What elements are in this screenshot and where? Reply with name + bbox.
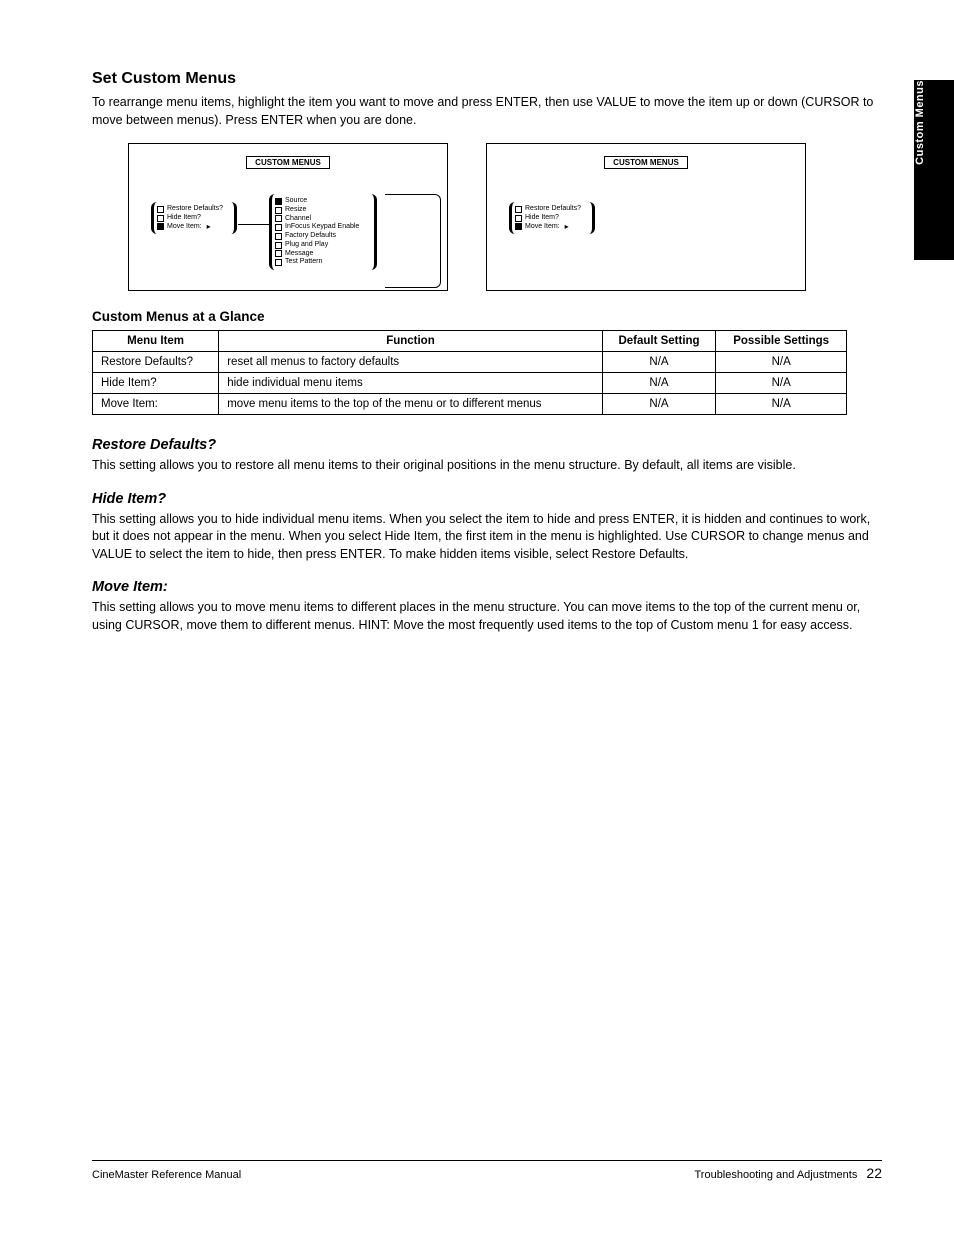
para2-body: This setting allows you to hide individu…	[92, 511, 882, 564]
table-header: Possible Settings	[716, 331, 847, 352]
menu1-title: CUSTOM MENUS	[246, 156, 330, 169]
panel-item-label: InFocus Keypad Enable	[285, 223, 359, 232]
panel-item: Move Item: ▸	[157, 223, 229, 232]
table-header: Function	[219, 331, 603, 352]
panel-item-label: Channel	[285, 215, 311, 224]
menu2-left-panel: Restore Defaults?Hide Item?Move Item: ▸	[509, 202, 595, 234]
checkbox-icon	[275, 259, 282, 266]
para2-title: Hide Item?	[92, 491, 882, 507]
checkbox-icon	[275, 215, 282, 222]
panel-item-label: Hide Item?	[525, 214, 559, 223]
menu-screens: CUSTOM MENUS Restore Defaults?Hide Item?…	[128, 143, 882, 291]
side-tab: Custom Menus	[914, 80, 954, 260]
panel-item-label: Source	[285, 197, 307, 206]
menu-screen-1: CUSTOM MENUS Restore Defaults?Hide Item?…	[128, 143, 448, 291]
checkbox-icon	[515, 206, 522, 213]
table-header-row: Menu ItemFunctionDefault SettingPossible…	[93, 331, 847, 352]
checkbox-icon	[157, 215, 164, 222]
page-number: 22	[866, 1165, 882, 1181]
panel-item: Plug and Play	[275, 241, 369, 250]
panel-item: Restore Defaults?	[157, 205, 229, 214]
menu2-title: CUSTOM MENUS	[604, 156, 688, 169]
intro-text: To rearrange menu items, highlight the i…	[92, 94, 882, 129]
panel-item-label: Restore Defaults?	[525, 205, 581, 214]
panel-item-label: Move Item:	[525, 223, 560, 232]
panel-item: Move Item: ▸	[515, 223, 587, 232]
table-row: Move Item:move menu items to the top of …	[93, 394, 847, 415]
footer-right-label: Troubleshooting and Adjustments	[694, 1169, 857, 1181]
table-row: Restore Defaults?reset all menus to fact…	[93, 352, 847, 373]
panel-item: Channel	[275, 215, 369, 224]
menu1-right-panel: SourceResizeChannelInFocus Keypad Enable…	[269, 194, 377, 270]
para3-body: This setting allows you to move menu ite…	[92, 599, 882, 634]
panel-item: InFocus Keypad Enable	[275, 223, 369, 232]
para3-title: Move Item:	[92, 579, 882, 595]
menu-screen-2: CUSTOM MENUS Restore Defaults?Hide Item?…	[486, 143, 806, 291]
panel-item: Message	[275, 250, 369, 259]
panel-item-label: Move Item:	[167, 223, 202, 232]
at-a-glance-heading: Custom Menus at a Glance	[92, 309, 882, 324]
panel-item-label: Restore Defaults?	[167, 205, 223, 214]
panel-item: Factory Defaults	[275, 232, 369, 241]
section-heading: Set Custom Menus	[92, 70, 882, 88]
arrow-icon: ▸	[565, 223, 569, 231]
checkbox-icon	[157, 223, 164, 230]
table-cell: move menu items to the top of the menu o…	[219, 394, 603, 415]
checkbox-icon	[275, 233, 282, 240]
checkbox-icon	[275, 198, 282, 205]
para1-title: Restore Defaults?	[92, 437, 882, 453]
panel-item: Test Pattern	[275, 258, 369, 267]
table-header: Default Setting	[602, 331, 716, 352]
footer-rule	[92, 1160, 882, 1161]
table-row: Hide Item?hide individual menu itemsN/AN…	[93, 373, 847, 394]
panel-item: Hide Item?	[157, 214, 229, 223]
table-cell: Restore Defaults?	[93, 352, 219, 373]
panel-item-label: Hide Item?	[167, 214, 201, 223]
panel-item: Resize	[275, 206, 369, 215]
checkbox-icon	[157, 206, 164, 213]
checkbox-icon	[275, 250, 282, 257]
checkbox-icon	[515, 215, 522, 222]
panel-item: Hide Item?	[515, 214, 587, 223]
table-cell: N/A	[716, 394, 847, 415]
menu1-bracket	[385, 194, 441, 288]
arrow-icon: ▸	[207, 223, 211, 231]
panel-item: Restore Defaults?	[515, 205, 587, 214]
table-cell: N/A	[602, 394, 716, 415]
table-cell: N/A	[716, 373, 847, 394]
table-header: Menu Item	[93, 331, 219, 352]
table-cell: Move Item:	[93, 394, 219, 415]
table-cell: Hide Item?	[93, 373, 219, 394]
table-cell: reset all menus to factory defaults	[219, 352, 603, 373]
table-cell: N/A	[602, 373, 716, 394]
panel-item-label: Test Pattern	[285, 258, 322, 267]
checkbox-icon	[275, 242, 282, 249]
table-cell: hide individual menu items	[219, 373, 603, 394]
checkbox-icon	[275, 207, 282, 214]
table-cell: N/A	[716, 352, 847, 373]
panel-item: Source	[275, 197, 369, 206]
checkbox-icon	[515, 223, 522, 230]
menu1-left-panel: Restore Defaults?Hide Item?Move Item: ▸	[151, 202, 237, 234]
panel-item-label: Plug and Play	[285, 241, 328, 250]
table-cell: N/A	[602, 352, 716, 373]
panel-item-label: Resize	[285, 206, 306, 215]
para1-body: This setting allows you to restore all m…	[92, 457, 882, 475]
checkbox-icon	[275, 224, 282, 231]
side-tab-label: Custom Menus	[914, 80, 954, 179]
panel-item-label: Message	[285, 250, 313, 259]
panel-item-label: Factory Defaults	[285, 232, 336, 241]
footer-left: CineMaster Reference Manual	[92, 1169, 241, 1181]
glance-table: Menu ItemFunctionDefault SettingPossible…	[92, 330, 847, 415]
menu1-connector	[238, 224, 271, 225]
footer-right: Troubleshooting and Adjustments 22	[694, 1165, 882, 1181]
